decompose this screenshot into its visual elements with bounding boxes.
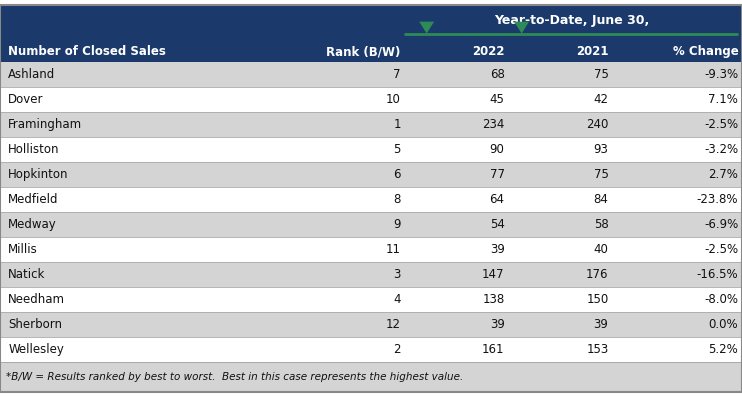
Text: 150: 150 [586, 293, 608, 306]
Text: 2021: 2021 [576, 46, 608, 58]
Text: 2.7%: 2.7% [709, 168, 738, 181]
Text: 7: 7 [393, 68, 401, 81]
Text: Natick: Natick [8, 268, 45, 281]
Text: 75: 75 [594, 168, 608, 181]
Bar [0, 87, 742, 112]
Text: 12: 12 [386, 318, 401, 331]
Text: 93: 93 [594, 143, 608, 156]
Text: 153: 153 [586, 343, 608, 356]
Text: 42: 42 [594, 93, 608, 106]
Text: 5: 5 [393, 143, 401, 156]
Text: -2.5%: -2.5% [704, 118, 738, 131]
Text: Holliston: Holliston [8, 143, 59, 156]
Text: 7.1%: 7.1% [709, 93, 738, 106]
Text: 2022: 2022 [472, 46, 505, 58]
Text: 138: 138 [482, 293, 505, 306]
Text: Number of Closed Sales: Number of Closed Sales [8, 46, 166, 58]
Text: 54: 54 [490, 218, 505, 231]
Text: -23.8%: -23.8% [697, 193, 738, 206]
Text: Wellesley: Wellesley [8, 343, 64, 356]
Text: Sherborn: Sherborn [8, 318, 62, 331]
Text: 234: 234 [482, 118, 505, 131]
Text: Hopkinton: Hopkinton [8, 168, 69, 181]
Text: 39: 39 [490, 243, 505, 256]
Text: 39: 39 [490, 318, 505, 331]
Text: -6.9%: -6.9% [704, 218, 738, 231]
Bar [0, 5, 742, 62]
Text: 75: 75 [594, 68, 608, 81]
Text: -9.3%: -9.3% [704, 68, 738, 81]
Text: 58: 58 [594, 218, 608, 231]
Text: 45: 45 [490, 93, 505, 106]
Text: 10: 10 [386, 93, 401, 106]
Text: 5.2%: 5.2% [709, 343, 738, 356]
Polygon shape [514, 22, 529, 34]
Text: Millis: Millis [8, 243, 38, 256]
Bar [0, 312, 742, 337]
Text: 39: 39 [594, 318, 608, 331]
Text: Medway: Medway [8, 218, 57, 231]
Text: -2.5%: -2.5% [704, 243, 738, 256]
Bar [0, 212, 742, 237]
Text: Framingham: Framingham [8, 118, 82, 131]
Text: Dover: Dover [8, 93, 44, 106]
Bar [0, 237, 742, 262]
Text: -8.0%: -8.0% [704, 293, 738, 306]
Text: 9: 9 [393, 218, 401, 231]
Text: 0.0%: 0.0% [709, 318, 738, 331]
Text: 161: 161 [482, 343, 505, 356]
Bar [0, 287, 742, 312]
Bar [0, 137, 742, 162]
Text: 3: 3 [393, 268, 401, 281]
Bar [0, 162, 742, 187]
Text: 2: 2 [393, 343, 401, 356]
Text: 1: 1 [393, 118, 401, 131]
Text: 68: 68 [490, 68, 505, 81]
Bar [0, 112, 742, 137]
Text: Needham: Needham [8, 293, 65, 306]
Text: Medfield: Medfield [8, 193, 59, 206]
Text: 240: 240 [586, 118, 608, 131]
Text: 6: 6 [393, 168, 401, 181]
Polygon shape [419, 22, 434, 34]
Text: 84: 84 [594, 193, 608, 206]
Text: 176: 176 [586, 268, 608, 281]
Text: 8: 8 [393, 193, 401, 206]
Text: -16.5%: -16.5% [697, 268, 738, 281]
Text: 77: 77 [490, 168, 505, 181]
Bar [0, 337, 742, 362]
Text: 64: 64 [490, 193, 505, 206]
Bar [0, 262, 742, 287]
Text: 90: 90 [490, 143, 505, 156]
Text: *B/W = Results ranked by best to worst.  Best in this case represents the highes: *B/W = Results ranked by best to worst. … [6, 372, 463, 382]
Text: -3.2%: -3.2% [704, 143, 738, 156]
Text: % Change: % Change [672, 46, 738, 58]
Bar [0, 62, 742, 87]
Text: Ashland: Ashland [8, 68, 56, 81]
Bar [0, 187, 742, 212]
Text: 4: 4 [393, 293, 401, 306]
Text: Year-to-Date, June 30,: Year-to-Date, June 30, [493, 14, 649, 27]
Text: 40: 40 [594, 243, 608, 256]
Text: 147: 147 [482, 268, 505, 281]
Text: 11: 11 [386, 243, 401, 256]
Bar [0, 362, 742, 392]
Text: Rank (B/W): Rank (B/W) [326, 46, 401, 58]
